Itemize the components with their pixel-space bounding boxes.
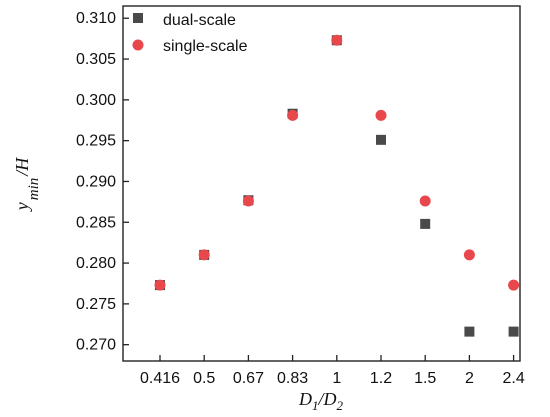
x-tick-label: 1.2 <box>370 370 392 387</box>
y-tick-label: 0.300 <box>76 92 116 109</box>
x-axis-title-a-sub: 1 <box>312 398 319 413</box>
x-tick-label: 0.83 <box>277 370 308 387</box>
y-axis-title-sub: min <box>26 178 42 201</box>
point-single-scale <box>198 249 210 261</box>
point-dual-scale <box>464 326 475 337</box>
data-marks <box>154 34 520 337</box>
point-single-scale <box>242 195 254 207</box>
y-tick-label: 0.305 <box>76 51 116 68</box>
x-tick-label: 0.5 <box>193 370 215 387</box>
y-tick-label: 0.295 <box>76 133 116 150</box>
legend: dual-scale single-scale <box>132 12 248 55</box>
y-axis-title-var: y <box>12 202 32 212</box>
x-tick-label: 2.4 <box>502 370 524 387</box>
x-axis-title-slash: / <box>317 389 325 409</box>
point-dual-scale <box>508 326 519 337</box>
x-axis-title-a: D <box>298 389 312 409</box>
x-axis: 0.416 0.5 0.67 0.83 1 1.2 1.5 2 2.4 <box>140 355 525 387</box>
y-tick-label: 0.280 <box>76 255 116 272</box>
point-single-scale <box>331 34 343 46</box>
legend-label-dual-scale: dual-scale <box>163 12 236 29</box>
point-dual-scale <box>376 134 386 145</box>
x-axis-title-b: D <box>323 389 337 409</box>
y-axis-title: ymin/H <box>12 157 42 213</box>
x-tick-label: 2 <box>465 370 474 387</box>
point-single-scale <box>419 195 431 207</box>
y-tick-label: 0.290 <box>76 173 116 190</box>
y-axis: 0.270 0.275 0.280 0.285 0.290 0.295 0.300 0.305… <box>76 10 129 354</box>
point-dual-scale <box>420 218 431 229</box>
y-tick-label: 0.285 <box>76 214 116 231</box>
y-tick-label: 0.270 <box>76 337 116 354</box>
point-single-scale <box>154 279 166 291</box>
y-axis-title-post: /H <box>12 157 32 177</box>
x-tick-label: 0.416 <box>140 370 180 387</box>
y-tick-label: 0.275 <box>76 296 116 313</box>
legend-marker-single-scale <box>132 39 144 51</box>
x-tick-label: 1.5 <box>414 370 436 387</box>
x-axis-title: D1/D2 <box>298 389 344 413</box>
x-axis-title-b-sub: 2 <box>337 398 344 413</box>
point-single-scale <box>508 279 520 291</box>
x-tick-label: 0.67 <box>233 370 264 387</box>
x-tick-label: 1 <box>332 370 341 387</box>
legend-label-single-scale: single-scale <box>163 38 248 55</box>
point-single-scale <box>463 249 475 261</box>
y-tick-label: 0.310 <box>76 10 116 27</box>
legend-marker-dual-scale <box>133 13 143 23</box>
point-single-scale <box>287 109 299 121</box>
point-single-scale <box>375 109 387 121</box>
plot-frame <box>122 5 521 362</box>
